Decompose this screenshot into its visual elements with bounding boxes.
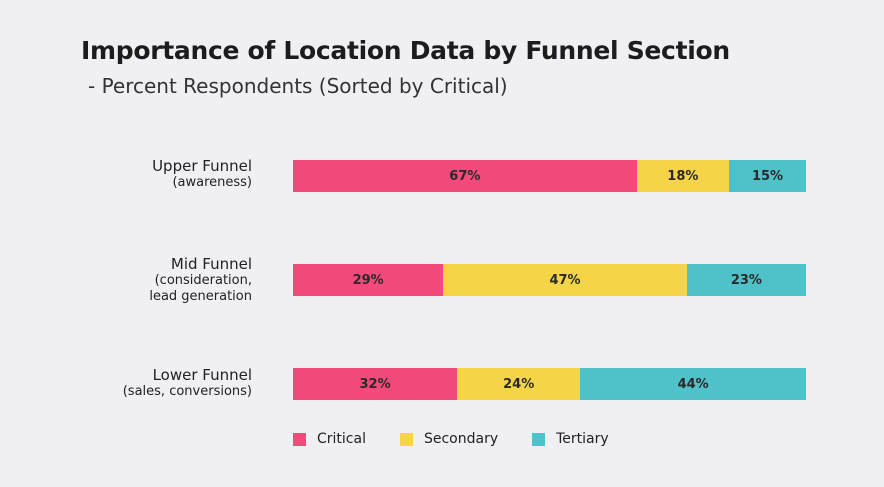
stacked-bar: 29% 47% 23%: [293, 264, 806, 296]
category-label-sub: (sales, conversions): [122, 384, 252, 399]
bar-segment-critical: 29%: [293, 264, 444, 296]
bar-segment-secondary: 18%: [636, 160, 730, 192]
category-label-sub: (consideration,: [154, 273, 252, 288]
bar-segment-tertiary: 23%: [686, 264, 806, 296]
category-label-main: Upper Funnel: [152, 157, 252, 175]
bar-segment-tertiary: 44%: [580, 368, 806, 400]
category-label-main: Lower Funnel: [152, 366, 252, 384]
category-label: Lower Funnel (sales, conversions): [123, 367, 252, 400]
legend-label: Critical: [317, 431, 366, 447]
category-label-main: Mid Funnel: [170, 255, 252, 273]
stacked-bar: 67% 18% 15%: [293, 160, 806, 192]
legend-swatch: [399, 432, 413, 446]
chart-legend: Critical Secondary Tertiary: [293, 431, 643, 447]
data-label: 44%: [677, 376, 709, 392]
category-label: Upper Funnel (awareness): [152, 158, 252, 191]
stacked-bar: 32% 24% 44%: [293, 368, 806, 400]
data-label: 47%: [549, 272, 581, 288]
legend-label: Tertiary: [556, 431, 609, 447]
chart-title: Importance of Location Data by Funnel Se…: [81, 36, 730, 65]
bar-segment-tertiary: 15%: [729, 160, 806, 192]
data-label: 24%: [503, 376, 535, 392]
data-label: 23%: [730, 272, 762, 288]
legend-swatch: [532, 432, 546, 446]
legend-item-tertiary: Tertiary: [532, 431, 609, 447]
data-label: 29%: [352, 272, 384, 288]
category-label-sub: (awareness): [172, 175, 252, 190]
bar-segment-secondary: 47%: [443, 264, 687, 296]
chart-subtitle: - Percent Respondents (Sorted by Critica…: [88, 74, 508, 98]
legend-label: Secondary: [423, 431, 499, 447]
legend-swatch: [293, 432, 306, 446]
category-label-sub: lead generation: [149, 289, 252, 304]
bar-segment-secondary: 24%: [457, 368, 581, 400]
legend-item-secondary: Secondary: [399, 431, 499, 447]
category-label: Mid Funnel (consideration, lead generation: [149, 256, 252, 305]
legend-item-critical: Critical: [293, 431, 366, 447]
data-label: 67%: [449, 168, 481, 184]
bar-segment-critical: 32%: [293, 368, 458, 400]
data-label: 18%: [667, 168, 699, 184]
data-label: 15%: [751, 168, 784, 184]
data-label: 32%: [359, 376, 391, 392]
bar-segment-critical: 67%: [293, 160, 637, 192]
